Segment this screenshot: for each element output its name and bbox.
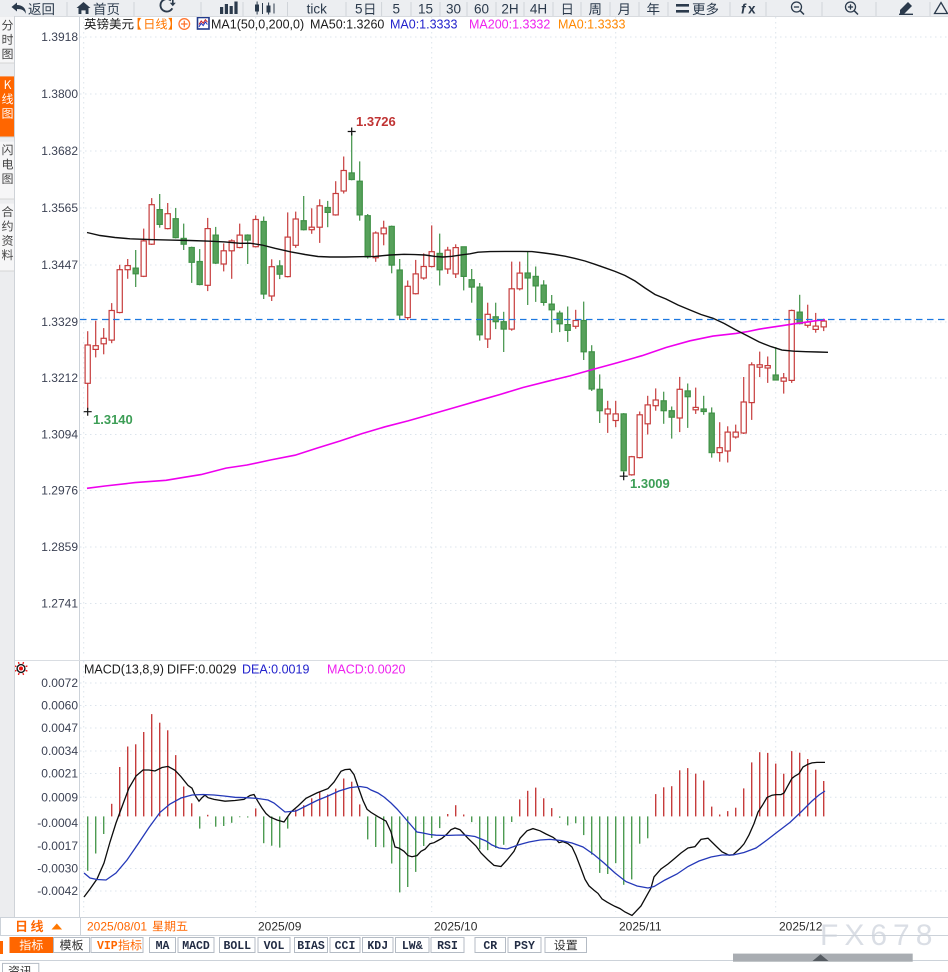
svg-text:1.2976: 1.2976 [41,484,78,498]
svg-text:0.0009: 0.0009 [41,790,78,804]
svg-text:1.3212: 1.3212 [41,371,78,385]
svg-text:30: 30 [446,2,461,17]
svg-text:MA200:1.3332: MA200:1.3332 [469,18,550,32]
svg-text:1.3329: 1.3329 [41,315,78,329]
svg-text:2025/09: 2025/09 [258,920,302,934]
svg-text:0.0072: 0.0072 [41,676,78,690]
svg-text:CCI: CCI [335,940,356,953]
svg-text:VOL: VOL [264,940,285,953]
svg-text:5: 5 [355,2,363,17]
svg-text:x: x [748,2,756,17]
svg-text:0.0047: 0.0047 [41,721,78,735]
svg-text:tick: tick [307,2,328,17]
svg-text:CR: CR [483,940,497,953]
svg-text:MA0:1.3333: MA0:1.3333 [558,18,625,32]
svg-text:1.3800: 1.3800 [41,87,78,101]
svg-text:2025/08/01: 2025/08/01 [87,920,147,934]
svg-text:2025/12: 2025/12 [779,920,823,934]
svg-text:MACD: MACD [182,940,210,953]
svg-text:15: 15 [418,2,433,17]
svg-text:DIFF:0.0029: DIFF:0.0029 [167,663,237,677]
svg-text:BIAS: BIAS [297,940,325,953]
svg-text:MA: MA [156,940,170,953]
svg-text:MA1(50,0,200,0): MA1(50,0,200,0) [211,18,304,32]
svg-text:1.3682: 1.3682 [41,144,78,158]
svg-text:-0.0004: -0.0004 [37,816,78,830]
svg-text:VIP: VIP [97,940,118,953]
svg-text:5: 5 [393,2,401,17]
svg-text:1.3140: 1.3140 [93,412,133,427]
svg-text:1.3565: 1.3565 [41,201,78,215]
svg-text:1.3009: 1.3009 [630,476,670,491]
svg-text:PSY: PSY [514,940,535,953]
svg-text:MA50:1.3260: MA50:1.3260 [310,18,384,32]
svg-text:4H: 4H [530,2,547,17]
svg-text:LW&: LW& [402,940,423,953]
svg-text:1.3094: 1.3094 [41,428,78,442]
svg-text:0.0021: 0.0021 [41,767,78,781]
svg-text:60: 60 [474,2,489,17]
svg-text:MA0:1.3333: MA0:1.3333 [390,18,457,32]
svg-text:1.3447: 1.3447 [41,258,78,272]
svg-text:KDJ: KDJ [367,940,388,953]
svg-text:-0.0030: -0.0030 [37,862,78,876]
svg-text:DEA:0.0019: DEA:0.0019 [242,663,309,677]
svg-text:0.0060: 0.0060 [41,699,78,713]
svg-text:0.0034: 0.0034 [41,744,78,758]
svg-text:2025/10: 2025/10 [434,920,478,934]
svg-text:2025/11: 2025/11 [619,920,662,934]
svg-text:1.2741: 1.2741 [41,597,78,611]
svg-text:f: f [741,2,747,17]
svg-text:MACD(13,8,9): MACD(13,8,9) [84,663,164,677]
svg-text:1.3726: 1.3726 [356,114,396,129]
svg-text:1.3918: 1.3918 [41,30,78,44]
svg-text:RSI: RSI [437,940,458,953]
svg-text:MACD:0.0020: MACD:0.0020 [327,663,406,677]
svg-text:-0.0017: -0.0017 [37,839,78,853]
svg-text:BOLL: BOLL [223,940,251,953]
svg-text:-0.0042: -0.0042 [37,884,78,898]
svg-text:1.2859: 1.2859 [41,540,78,554]
svg-text:2H: 2H [501,2,518,17]
